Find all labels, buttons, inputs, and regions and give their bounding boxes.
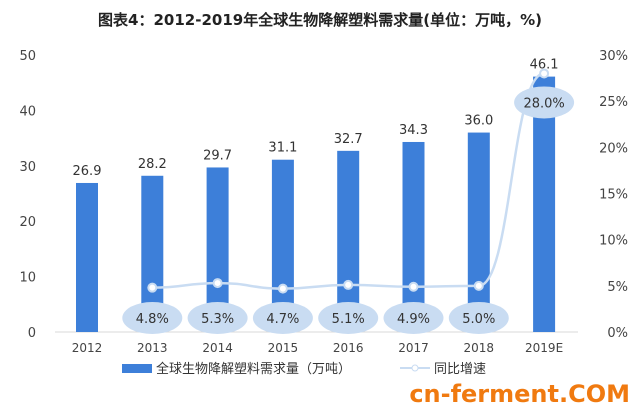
right-tick-label: 15% [599, 188, 628, 203]
legend-line-marker [411, 364, 419, 372]
bar [533, 76, 556, 332]
line-data-label: 5.1% [332, 312, 365, 327]
line-point [212, 278, 223, 289]
left-tick-label: 20 [19, 215, 36, 230]
bar-data-label: 36.0 [464, 114, 493, 129]
line-data-label: 4.8% [136, 312, 169, 327]
chart-title: 图表4：2012-2019年全球生物降解塑料需求量(单位：万吨，%) [98, 11, 542, 29]
line-point [408, 281, 419, 292]
left-tick-label: 40 [19, 104, 36, 119]
bar-data-label: 46.1 [530, 58, 559, 73]
left-tick-label: 0 [28, 326, 36, 341]
right-tick-label: 0% [607, 326, 628, 341]
line-data-label: 28.0% [523, 96, 564, 111]
legend-line-label: 同比增速 [434, 362, 486, 377]
right-tick-label: 25% [599, 95, 628, 110]
line-label-bubble [514, 86, 575, 119]
x-tick-label: 2012 [72, 341, 103, 355]
watermark: cn-ferment.COM [409, 380, 630, 404]
line-label-bubble [122, 302, 183, 334]
bar [141, 175, 164, 332]
line-label-bubble [318, 302, 379, 334]
right-tick-label: 20% [599, 141, 628, 156]
x-tick-label: 2018 [464, 341, 495, 355]
bar-data-label: 28.2 [138, 157, 167, 172]
x-tick-label: 2017 [398, 341, 429, 355]
line-data-label: 5.0% [462, 312, 495, 327]
line-point [343, 279, 354, 290]
line-label-bubble [187, 302, 248, 334]
bar [76, 182, 98, 332]
left-tick-label: 30 [19, 160, 36, 175]
bar [402, 141, 425, 332]
line-label-bubble [252, 302, 313, 334]
x-tick-label: 2015 [268, 341, 299, 355]
x-tick-label: 2019E [525, 341, 563, 355]
x-tick-label: 2013 [137, 341, 168, 355]
line-point [147, 282, 158, 293]
x-tick-label: 2014 [202, 341, 233, 355]
legend-bar-label: 全球生物降解塑料需求量（万吨） [156, 361, 351, 377]
line-data-label: 4.7% [266, 312, 299, 327]
bar-data-label: 31.1 [268, 141, 297, 156]
line-data-label: 5.3% [201, 312, 234, 327]
line-point [277, 283, 288, 294]
right-tick-label: 30% [599, 49, 628, 64]
bar-data-label: 26.9 [73, 164, 102, 179]
line-point [539, 68, 550, 79]
line-data-label: 4.9% [397, 312, 430, 327]
line-point [473, 280, 484, 291]
left-tick-label: 10 [19, 271, 36, 286]
legend-bar-swatch [122, 364, 152, 373]
bar-data-label: 29.7 [203, 148, 232, 163]
left-tick-label: 50 [19, 49, 36, 64]
line-label-bubble [383, 302, 444, 334]
right-tick-label: 10% [599, 234, 628, 249]
bar [337, 150, 360, 332]
bar-data-label: 32.7 [334, 132, 363, 147]
line-label-bubble [448, 302, 509, 334]
bar [206, 167, 229, 332]
x-tick-label: 2016 [333, 341, 364, 355]
bar-data-label: 34.3 [399, 123, 428, 138]
right-tick-label: 5% [607, 280, 628, 295]
